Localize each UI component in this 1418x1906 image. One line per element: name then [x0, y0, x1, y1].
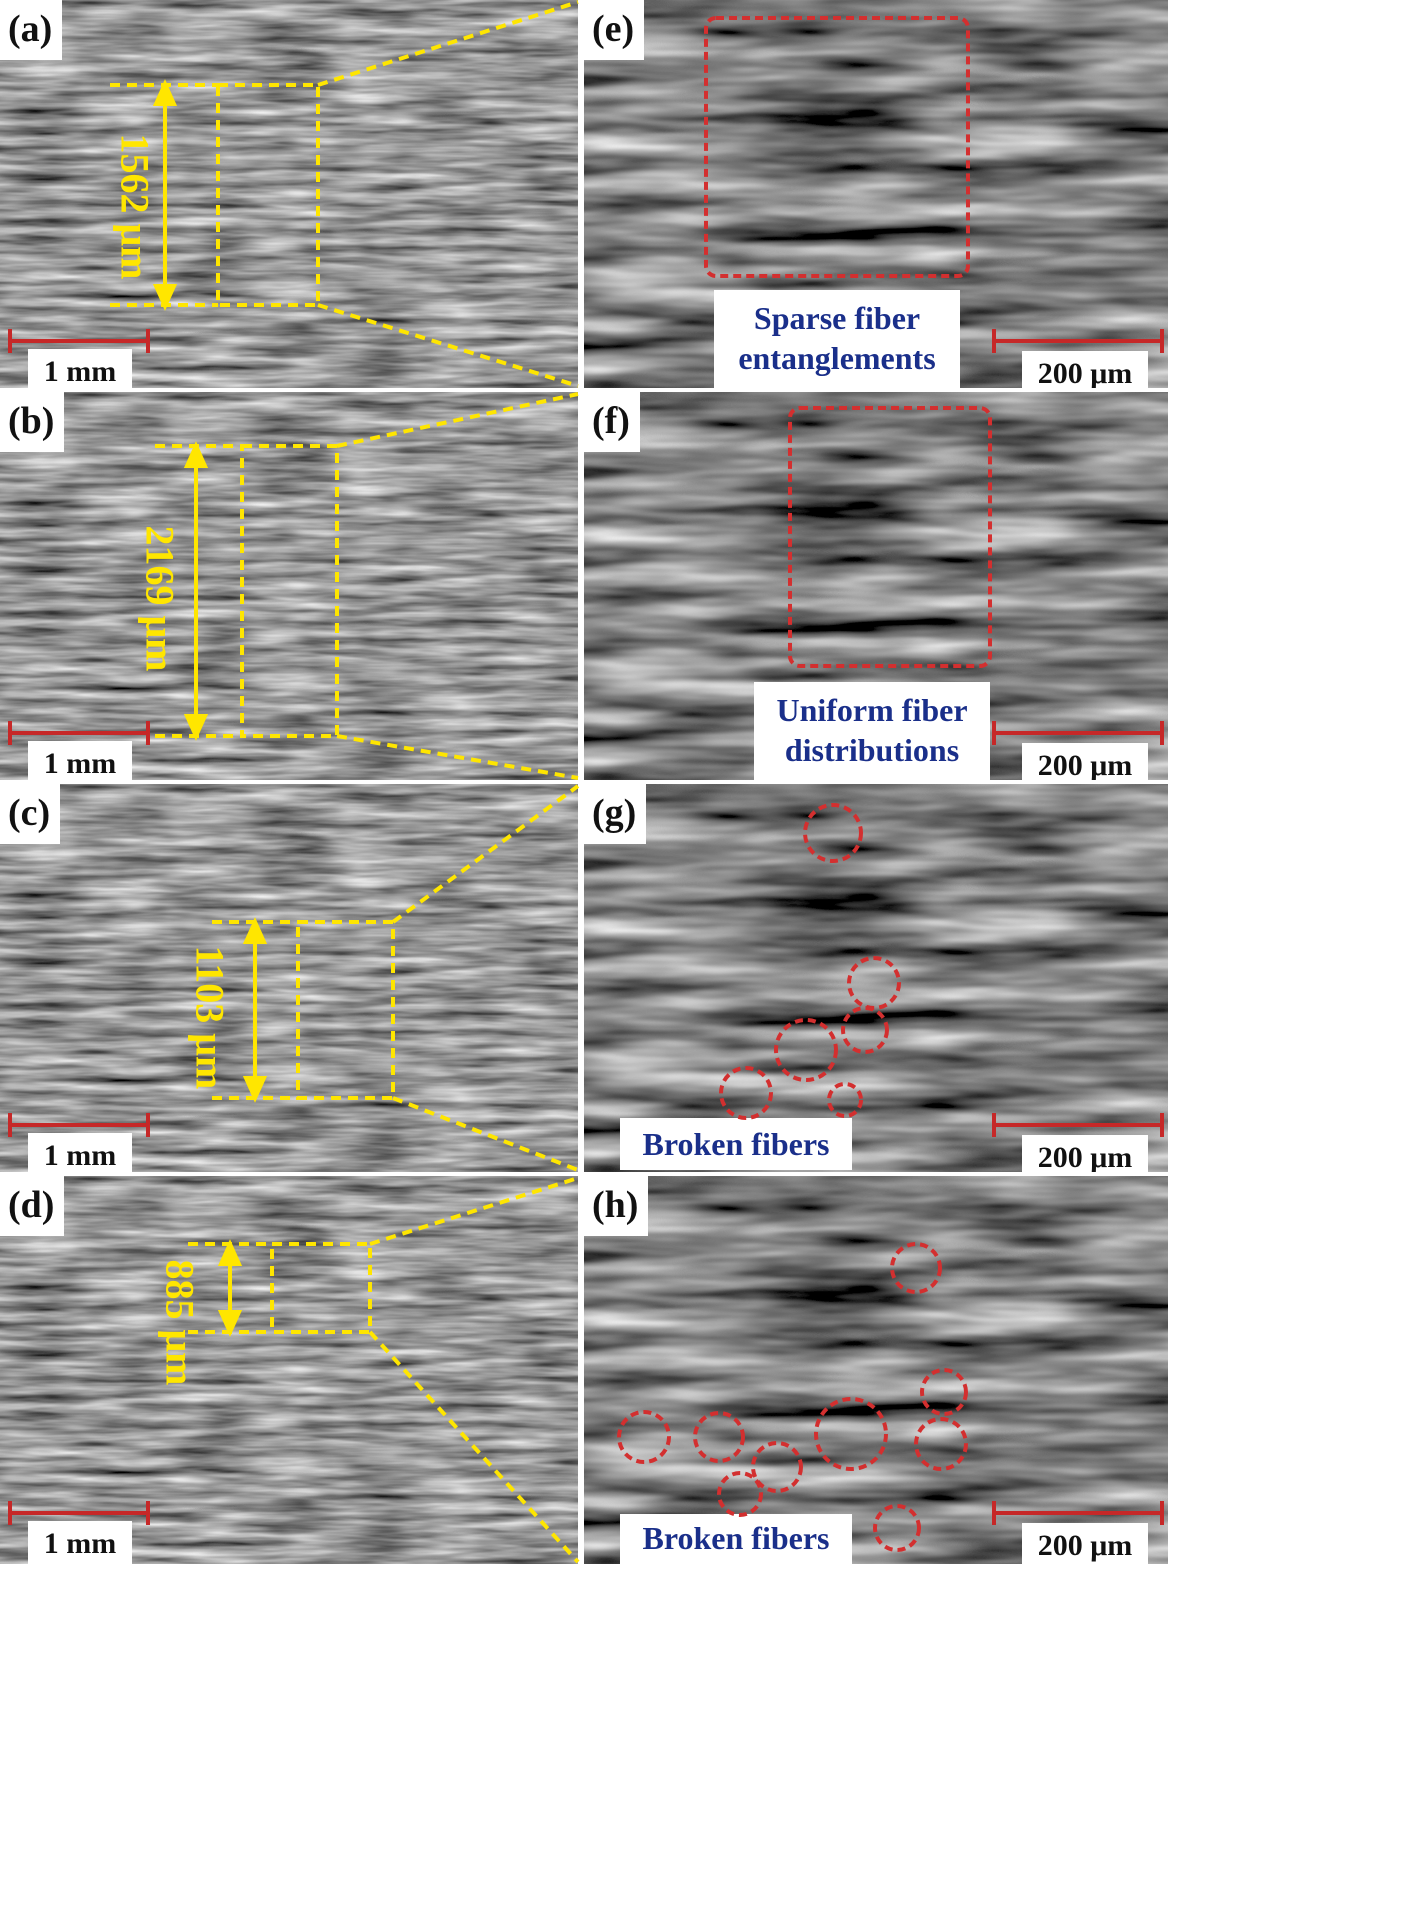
caption-line: distributions	[784, 732, 960, 768]
scale-label: 200 μm	[1022, 743, 1148, 780]
annotation-caption: Uniform fiber distributions	[754, 682, 990, 780]
caption-line: entanglements	[738, 340, 936, 376]
sem-panel-d: (d) 885 μm 1 mm	[0, 1176, 578, 1564]
width-measurement: 1562 μm	[112, 133, 158, 280]
sem-panel-b: (b) 2169 μm 1 mm	[0, 392, 578, 780]
sem-panel-h: (h) Broken fibers 200 μm	[584, 1176, 1168, 1564]
fiber-texture	[0, 1176, 578, 1564]
caption-line: Sparse fiber	[753, 300, 921, 336]
scale-label: 200 μm	[1022, 1523, 1148, 1564]
fiber-texture	[584, 784, 1168, 1172]
panel-label: (f)	[584, 392, 640, 452]
fiber-texture	[0, 0, 578, 388]
scale-label: 200 μm	[1022, 1135, 1148, 1172]
panel-label: (d)	[0, 1176, 65, 1236]
caption-line: Broken fibers	[642, 1126, 830, 1162]
panel-label: (a)	[0, 0, 63, 60]
sem-panel-g: (g) Broken fibers 200 μm	[584, 784, 1168, 1172]
caption-line: Broken fibers	[642, 1520, 830, 1556]
caption-line: Uniform fiber	[776, 692, 968, 728]
sem-panel-a: (a) 1562 μm 1 mm	[0, 0, 578, 388]
scale-label: 1 mm	[28, 1133, 132, 1172]
width-measurement: 2169 μm	[137, 525, 183, 672]
panel-label: (g)	[584, 784, 647, 844]
sem-panel-e: (e) Sparse fiber entanglements 200 μm	[584, 0, 1168, 388]
annotation-caption: Sparse fiber entanglements	[714, 290, 960, 388]
panel-label: (c)	[0, 784, 61, 844]
fiber-texture	[584, 1176, 1168, 1564]
sem-panel-c: (c) 1103 μm 1 mm	[0, 784, 578, 1172]
fiber-texture	[0, 392, 578, 780]
panel-label: (b)	[0, 392, 65, 452]
width-measurement: 1103 μm	[187, 945, 233, 1090]
annotation-caption: Broken fibers	[620, 1118, 852, 1170]
fiber-texture	[0, 784, 578, 1172]
scale-label: 200 μm	[1022, 351, 1148, 388]
panel-label: (h)	[584, 1176, 649, 1236]
scale-label: 1 mm	[28, 349, 132, 388]
panel-label: (e)	[584, 0, 645, 60]
scale-label: 1 mm	[28, 741, 132, 780]
scale-label: 1 mm	[28, 1521, 132, 1564]
sem-panel-f: (f) Uniform fiber distributions 200 μm	[584, 392, 1168, 780]
annotation-caption: Broken fibers	[620, 1514, 852, 1564]
width-measurement: 885 μm	[157, 1259, 203, 1386]
